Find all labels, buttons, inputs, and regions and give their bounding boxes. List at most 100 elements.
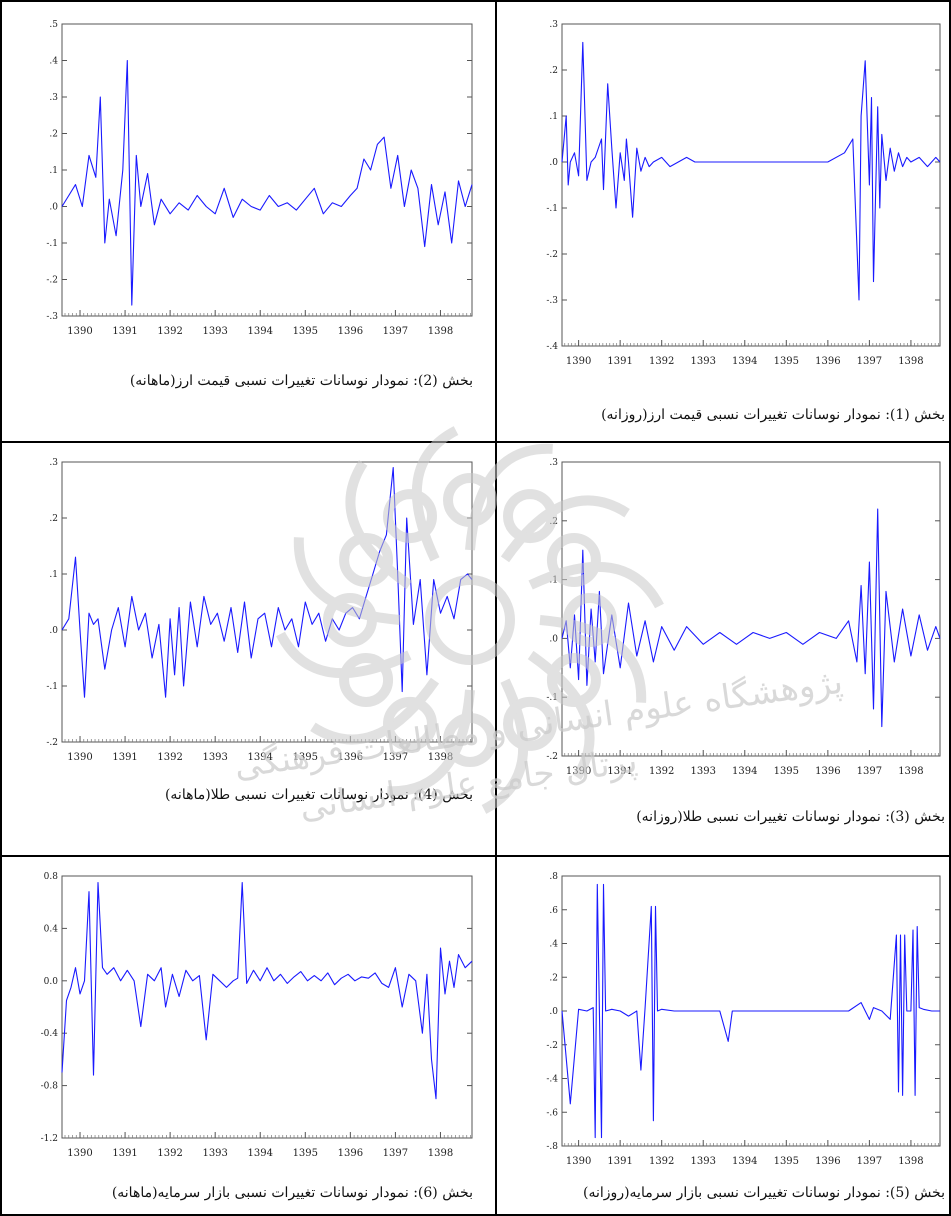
y-tick-label: .2 bbox=[549, 66, 558, 76]
x-tick-label: 1394 bbox=[248, 1148, 273, 1159]
series-line bbox=[561, 41, 941, 301]
x-tick-label: 1398 bbox=[898, 766, 923, 777]
chart-panel-5: .8 .6 .4 .2 .0 -.2 -.4 -.6 -.8 1390 1391 1392 1393 13… bbox=[546, 872, 941, 1167]
series-line bbox=[61, 882, 473, 1100]
plot-frame bbox=[61, 23, 473, 317]
y-tick-label: .5 bbox=[49, 20, 58, 30]
x-tick-label: 1390 bbox=[566, 766, 591, 777]
x-tick-label: 1394 bbox=[248, 752, 273, 763]
caption-panel-4: بخش (4): نمودار نوسانات تغییرات نسبی طلا… bbox=[164, 787, 473, 803]
y-tick-label: -.3 bbox=[46, 312, 58, 322]
x-tick-label: 1398 bbox=[428, 326, 453, 337]
x-tick-label: 1398 bbox=[898, 356, 923, 367]
y-tick-label: .2 bbox=[549, 973, 558, 983]
x-tick-label: 1391 bbox=[607, 356, 632, 367]
y-tick-label: .0 bbox=[549, 1007, 558, 1017]
caption-panel-3: بخش (3): نمودار نوسانات تغییرات نسبی طلا… bbox=[636, 809, 945, 825]
y-tick-label: -.2 bbox=[546, 1041, 558, 1051]
chart-panel-1: .3 .2 .1 .0 -.1 -.2 -.3 -.4 1390 1391 1392 1393 1394… bbox=[546, 20, 941, 367]
caption-panel-5: بخش (5): نمودار نوسانات تغییرات نسبی باز… bbox=[583, 1185, 945, 1201]
y-tick-label: .2 bbox=[549, 517, 558, 527]
x-tick-label: 1392 bbox=[649, 766, 674, 777]
x-tick-label: 1397 bbox=[857, 356, 882, 367]
plot-frame bbox=[561, 461, 941, 757]
x-tick-label: 1398 bbox=[428, 1148, 453, 1159]
x-tick-label: 1391 bbox=[112, 326, 137, 337]
x-tick-label: 1392 bbox=[649, 356, 674, 367]
y-tick-label: -.2 bbox=[546, 250, 558, 260]
y-tick-label: -.6 bbox=[546, 1108, 558, 1118]
series-line bbox=[561, 883, 940, 1139]
x-tick-label: 1392 bbox=[649, 1156, 674, 1167]
x-tick-label: 1391 bbox=[607, 1156, 632, 1167]
y-tick-label: 0.0 bbox=[44, 977, 59, 987]
x-tick-label: 1393 bbox=[202, 326, 227, 337]
chart-panel-6: 0.8 0.4 0.0 -0.4 -0.8 -1.2 1390 1391 1392 1393 139… bbox=[41, 872, 473, 1159]
x-tick-label: 1393 bbox=[202, 752, 227, 763]
x-tick-label: 1397 bbox=[383, 326, 408, 337]
caption-panel-1: بخش (1): نمودار نوسانات تغییرات نسبی قیم… bbox=[601, 407, 945, 423]
y-tick-label: .0 bbox=[549, 634, 558, 644]
x-tick-label: 1393 bbox=[691, 1156, 716, 1167]
x-tick-label: 1398 bbox=[428, 752, 453, 763]
y-tick-label: .0 bbox=[49, 203, 58, 213]
plot-frame bbox=[61, 461, 473, 743]
x-tick-label: 1393 bbox=[691, 766, 716, 777]
x-tick-label: 1398 bbox=[898, 1156, 923, 1167]
y-tick-label: 0.4 bbox=[44, 924, 59, 934]
y-tick-label: -0.4 bbox=[41, 1029, 59, 1039]
plot-frame bbox=[61, 875, 473, 1139]
series-line bbox=[61, 59, 473, 306]
caption-panel-6: بخش (6): نمودار نوسانات تغییرات نسبی باز… bbox=[111, 1185, 473, 1201]
y-tick-label: .4 bbox=[49, 57, 58, 67]
x-tick-label: 1391 bbox=[112, 1148, 137, 1159]
y-tick-label: -.1 bbox=[546, 204, 558, 214]
y-tick-label: .2 bbox=[49, 514, 58, 524]
y-tick-label: .3 bbox=[549, 20, 558, 30]
y-tick-label: .8 bbox=[549, 872, 558, 882]
chart-panel-2: .5 .4 .3 .2 .1 .0 -.1 -.2 -.3 1390 1391 1392 1393 139… bbox=[46, 20, 473, 337]
x-tick-label: 1396 bbox=[815, 356, 840, 367]
y-tick-label: -.4 bbox=[546, 1075, 558, 1085]
x-tick-label: 1395 bbox=[774, 766, 799, 777]
y-tick-label: -.4 bbox=[546, 342, 558, 352]
x-tick-label: 1390 bbox=[67, 326, 92, 337]
caption-panel-2: بخش (2): نمودار نوسانات تغییرات نسبی قیم… bbox=[129, 373, 473, 389]
y-tick-label: .1 bbox=[49, 570, 58, 580]
x-tick-label: 1390 bbox=[566, 1156, 591, 1167]
x-tick-label: 1392 bbox=[157, 752, 182, 763]
y-tick-label: .1 bbox=[49, 166, 58, 176]
x-tick-label: 1391 bbox=[112, 752, 137, 763]
y-tick-label: .4 bbox=[549, 940, 558, 950]
x-tick-label: 1397 bbox=[857, 1156, 882, 1167]
x-tick-label: 1392 bbox=[157, 1148, 182, 1159]
x-tick-label: 1393 bbox=[202, 1148, 227, 1159]
x-tick-label: 1395 bbox=[774, 1156, 799, 1167]
y-tick-label: .3 bbox=[549, 458, 558, 468]
y-tick-label: .2 bbox=[49, 130, 58, 140]
y-tick-label: -1.2 bbox=[41, 1134, 58, 1144]
y-tick-label: -.3 bbox=[546, 296, 558, 306]
y-tick-label: -.1 bbox=[46, 682, 58, 692]
x-tick-label: 1390 bbox=[67, 1148, 92, 1159]
x-tick-label: 1394 bbox=[248, 326, 273, 337]
x-tick-label: 1396 bbox=[338, 752, 363, 763]
plot-frame bbox=[561, 23, 941, 347]
y-tick-label: -.1 bbox=[46, 239, 58, 249]
y-tick-label: .1 bbox=[549, 112, 558, 122]
x-tick-label: 1396 bbox=[815, 1156, 840, 1167]
x-tick-label: 1396 bbox=[338, 1148, 363, 1159]
y-tick-label: .0 bbox=[49, 626, 58, 636]
x-tick-label: 1394 bbox=[732, 1156, 757, 1167]
chart-panel-4: .3 .2 .1 .0 -.1 -.2 1390 1391 1392 1393 1394 1395 13… bbox=[46, 458, 473, 763]
x-tick-label: 1390 bbox=[566, 356, 591, 367]
y-tick-label: .3 bbox=[49, 93, 58, 103]
x-tick-label: 1395 bbox=[293, 326, 318, 337]
x-tick-label: 1395 bbox=[293, 752, 318, 763]
y-tick-label: .3 bbox=[49, 458, 58, 468]
x-tick-label: 1397 bbox=[383, 752, 408, 763]
y-tick-label: -.2 bbox=[46, 738, 58, 748]
x-tick-label: 1393 bbox=[691, 356, 716, 367]
y-tick-label: .6 bbox=[549, 906, 558, 916]
x-tick-label: 1394 bbox=[732, 766, 757, 777]
